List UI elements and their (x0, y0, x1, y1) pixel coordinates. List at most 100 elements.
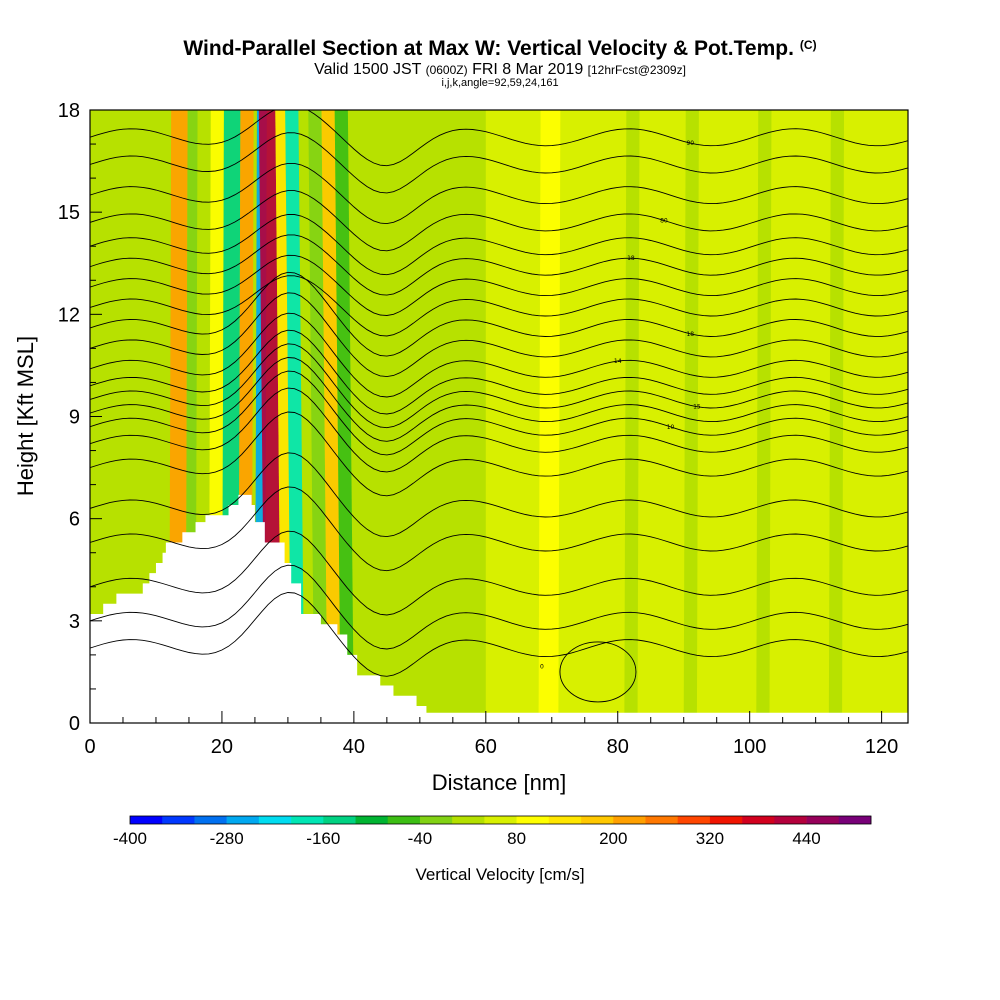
x-tick-label: 120 (865, 736, 898, 758)
colorbar-swatch (613, 816, 646, 824)
valid-utc: (0600Z) (425, 63, 468, 77)
x-tick-label: 20 (211, 736, 233, 758)
forecast-info: [12hrFcst@2309z] (587, 63, 686, 77)
theta-contour (90, 592, 908, 677)
colorbar-swatch (516, 816, 550, 824)
colorbar-tick-label: 320 (696, 829, 724, 848)
colorbar-tick-label: -40 (408, 829, 433, 848)
y-tick-label: 12 (58, 304, 80, 326)
y-tick-label: 0 (69, 713, 80, 735)
colorbar-swatch (806, 816, 840, 824)
velocity-band (756, 110, 772, 723)
colorbar-swatch (581, 816, 614, 824)
contour-label: 15 (693, 404, 701, 411)
contour-label: 80 (660, 217, 668, 224)
theta-contour (90, 254, 908, 316)
colorbar-swatch (677, 816, 711, 824)
contour-label: 90 (686, 140, 694, 147)
colorbar-tick-label: 80 (507, 829, 526, 848)
x-tick-label: 80 (607, 736, 629, 758)
low-contour (559, 641, 637, 703)
theta-contour (90, 234, 908, 296)
y-axis-label: Height [Kft MSL] (13, 336, 38, 496)
colorbar-tick-label: -280 (210, 829, 244, 848)
theta-contours: 10 15 14 18 18 80 90 0 (90, 110, 908, 703)
chart-subtitle: Valid 1500 JST (0600Z) FRI 8 Mar 2019 [1… (0, 61, 1000, 79)
colorbar-swatch (258, 816, 292, 824)
valid-time: Valid 1500 JST (314, 61, 422, 78)
x-axis-label: Distance [nm] (432, 770, 567, 795)
y-tick-label: 18 (58, 100, 80, 122)
contour-label: 14 (614, 358, 622, 365)
contour-label: 18 (627, 255, 635, 262)
x-tick-label: 60 (475, 736, 497, 758)
velocity-band (321, 110, 341, 723)
theta-contour (90, 387, 908, 473)
colorbar-swatch (709, 816, 743, 824)
colorbar-swatch (226, 816, 260, 824)
colorbar-tick-label: -160 (306, 829, 340, 848)
chart-title: Wind-Parallel Section at Max W: Vertical… (0, 37, 1000, 61)
colorbar-swatch (548, 816, 582, 824)
colorbar-swatch (419, 816, 453, 824)
theta-contour (90, 357, 908, 442)
x-tick-label: 0 (84, 736, 95, 758)
colorbar-swatch (742, 816, 775, 824)
colorbar-swatch (838, 816, 872, 824)
theta-contour (90, 329, 908, 415)
theta-contour (90, 162, 908, 225)
theta-contour (90, 213, 908, 276)
colorbar-title: Vertical Velocity [cm/s] (415, 865, 584, 884)
colorbar-swatch (645, 816, 678, 824)
theta-contour (90, 190, 908, 252)
velocity-band (683, 110, 699, 723)
colorbar-swatch (452, 816, 485, 824)
theta-contour (90, 275, 908, 337)
colorbar-swatch (387, 816, 421, 824)
colorbar-swatch (291, 816, 324, 824)
copyright-mark: (C) (799, 38, 817, 52)
chart-title-text: Wind-Parallel Section at Max W: Vertical… (183, 37, 794, 60)
colorbar-tick-label: -400 (113, 829, 147, 848)
colorbar-swatch (162, 816, 195, 824)
velocity-band (624, 110, 640, 723)
terrain (90, 494, 908, 723)
velocity-band (334, 110, 354, 723)
y-tick-label: 3 (69, 611, 80, 633)
contour-label: 18 (686, 331, 694, 338)
theta-contour (90, 292, 908, 378)
theta-contour (90, 411, 908, 497)
velocity-band (828, 110, 845, 723)
colorbar-tick-label: 200 (599, 829, 627, 848)
colorbar: -400 -280 -160 -40 80 200 320 440 (113, 815, 872, 848)
theta-contour (90, 271, 908, 357)
grid-info: i,j,k,angle=92,59,24,161 (441, 77, 559, 89)
theta-contour (90, 486, 908, 572)
theta-contour (90, 132, 908, 194)
colorbar-frame (129, 815, 872, 825)
theta-contour (90, 452, 908, 538)
theta-contour (90, 370, 908, 456)
y-tick-label: 9 (69, 407, 80, 429)
colorbar-swatch (194, 816, 227, 824)
terrain-mask (90, 494, 908, 723)
theta-contour (90, 530, 908, 616)
y-tick-label: 6 (69, 509, 80, 531)
valid-date: FRI 8 Mar 2019 (472, 61, 584, 78)
colorbar-tick-label: 440 (792, 829, 820, 848)
theta-contour (90, 564, 908, 650)
theta-contour (90, 312, 908, 398)
y-tick-label: 15 (58, 202, 80, 224)
x-tick-label: 40 (343, 736, 365, 758)
colorbar-swatch (323, 816, 356, 824)
theta-contour (90, 110, 908, 167)
low-contour-label: 0 (540, 664, 544, 671)
colorbar-swatch (774, 816, 807, 824)
x-tick-label: 100 (733, 736, 766, 758)
theta-contour (90, 343, 908, 429)
colorbar-swatch (130, 816, 163, 824)
colorbar-swatch (484, 816, 517, 824)
contour-label: 10 (667, 424, 675, 431)
